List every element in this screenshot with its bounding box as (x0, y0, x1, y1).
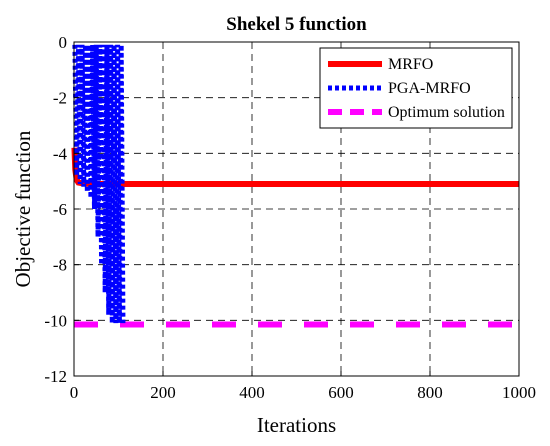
plot-series (71, 44, 519, 328)
y-tick-label: -8 (53, 256, 67, 275)
x-tick-label: 1000 (502, 383, 536, 402)
x-tick-label: 600 (328, 383, 354, 402)
y-tick-label: -4 (53, 144, 68, 163)
legend-label: Optimum solution (388, 104, 505, 121)
x-axis-label: Iterations (257, 413, 336, 437)
series-pga-mrfo (72, 44, 126, 324)
y-tick-label: -2 (53, 89, 67, 108)
legend-label: MRFO (388, 56, 433, 73)
y-axis-label: Objective function (11, 130, 35, 287)
y-tick-label: -12 (44, 367, 67, 386)
y-tick-label: 0 (59, 33, 68, 52)
legend-label: PGA-MRFO (388, 80, 471, 97)
chart-title: Shekel 5 function (226, 14, 367, 35)
y-tick-label: -6 (53, 200, 67, 219)
y-tick-label: -10 (44, 311, 67, 330)
legend: MRFO PGA-MRFO Optimum solution (319, 47, 513, 129)
x-tick-label: 400 (239, 383, 265, 402)
grid (74, 42, 519, 376)
x-tick-label: 800 (417, 383, 443, 402)
x-tick-label: 200 (150, 383, 176, 402)
axis-ticks: 0 200 400 600 800 1000 -12 -10 -8 -6 -4 -2 0 (44, 33, 536, 402)
x-tick-label: 0 (70, 383, 79, 402)
